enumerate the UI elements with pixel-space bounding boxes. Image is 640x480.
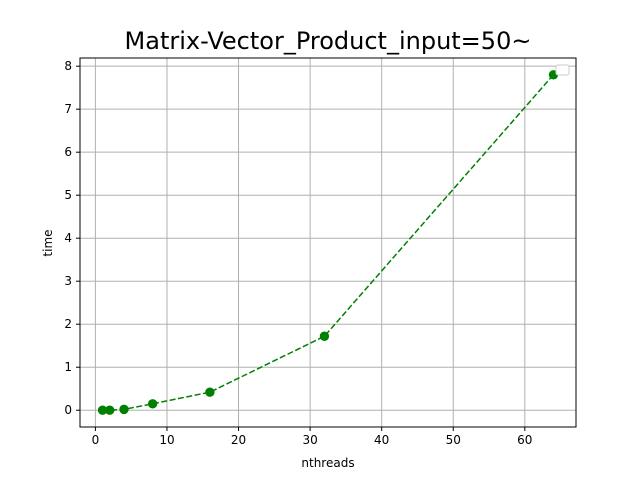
x-tick-label: 40 bbox=[374, 433, 389, 447]
y-tick-label: 0 bbox=[64, 403, 72, 417]
plot-frame bbox=[79, 57, 577, 428]
y-tick-label: 3 bbox=[64, 274, 72, 288]
data-point bbox=[105, 405, 115, 415]
data-point bbox=[205, 387, 215, 397]
data-point bbox=[147, 399, 158, 409]
y-tick-label: 5 bbox=[64, 188, 72, 202]
x-tick-label: 0 bbox=[92, 433, 100, 447]
y-ticks: 0 1 2 3 4 5 6 7 8 bbox=[64, 59, 80, 417]
x-tick-label: 60 bbox=[517, 433, 532, 447]
y-tick-label: 8 bbox=[64, 59, 72, 73]
data-point bbox=[319, 331, 330, 341]
y-tick-label: 6 bbox=[64, 145, 72, 159]
grid bbox=[80, 58, 576, 427]
series-layer bbox=[97, 70, 559, 415]
data-point bbox=[119, 404, 129, 415]
y-tick-label: 2 bbox=[64, 317, 72, 331]
x-tick-label: 30 bbox=[302, 433, 317, 447]
x-axis-label: nthreads bbox=[301, 456, 354, 470]
x-tick-label: 10 bbox=[159, 433, 174, 447]
y-tick-label: 1 bbox=[64, 360, 72, 374]
y-tick-label: 7 bbox=[64, 102, 72, 116]
x-tick-label: 50 bbox=[446, 433, 461, 447]
y-axis-label: time bbox=[41, 229, 55, 256]
chart-title: Matrix-Vector_Product_input=50~ bbox=[125, 27, 532, 55]
x-ticks: 0 10 20 30 40 50 60 bbox=[92, 427, 532, 447]
legend-box bbox=[555, 64, 570, 76]
x-tick-label: 20 bbox=[231, 433, 246, 447]
y-tick-label: 4 bbox=[64, 231, 72, 245]
series-line bbox=[102, 74, 555, 411]
